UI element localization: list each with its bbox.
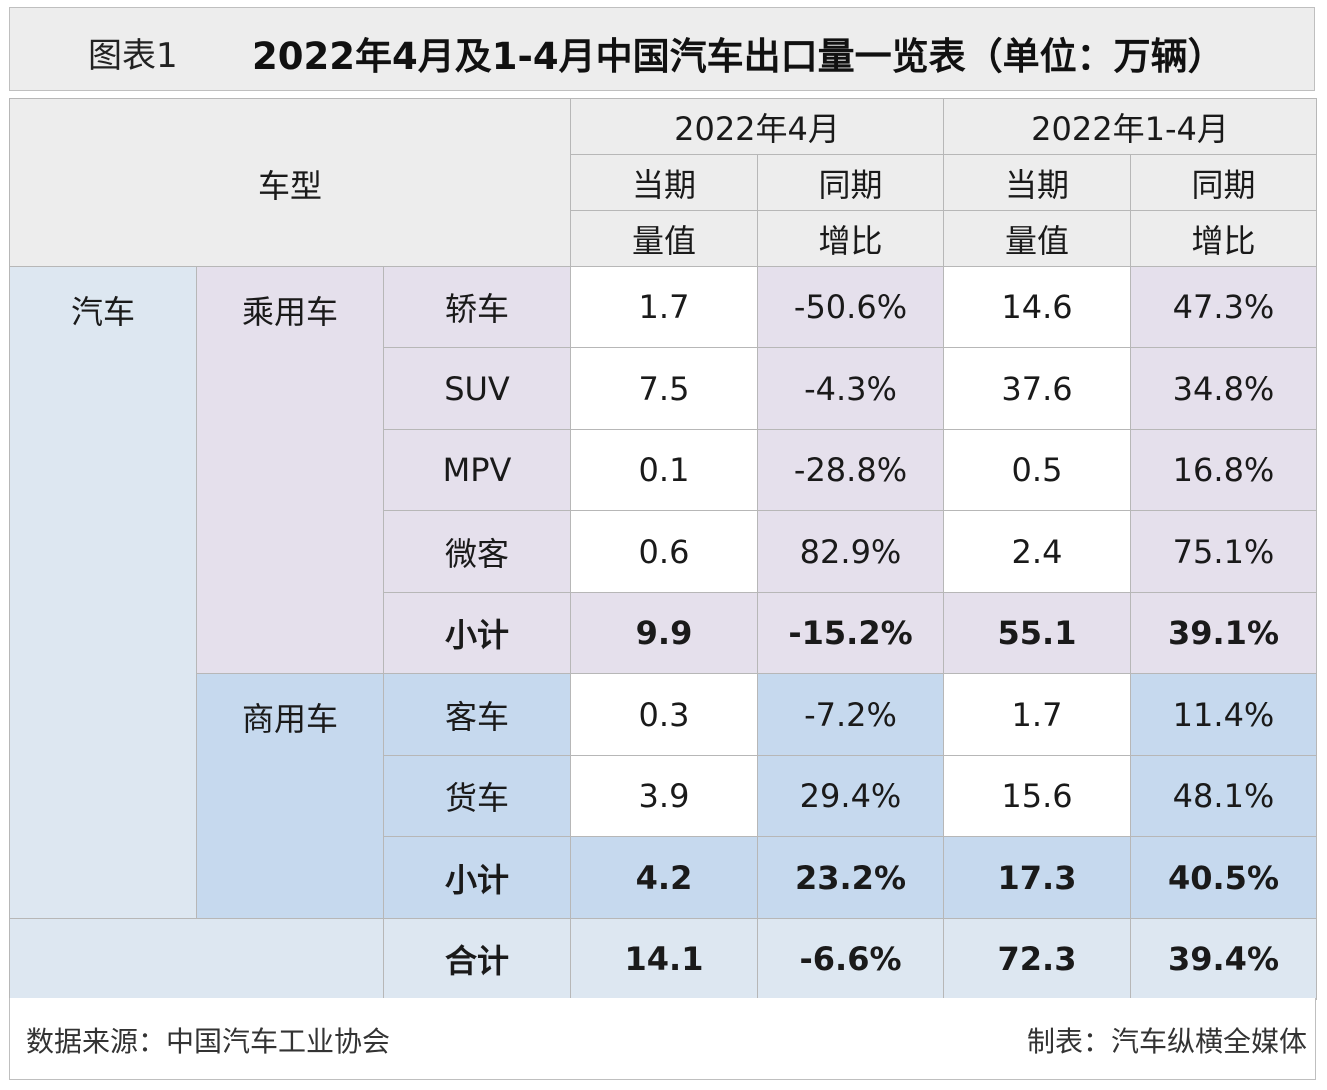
table-maker: 制表：汽车纵横全媒体 (1026, 1025, 1307, 1058)
row-label: SUV (383, 347, 571, 430)
header-apr-yoy-line1: 同期 (757, 154, 944, 211)
table-row-subtotal: 小计 4.2 23.2% 17.3 40.5% (10, 836, 1317, 919)
figure-number: 图表1 (88, 36, 178, 76)
ytd-value: 0.5 (943, 429, 1131, 511)
header-period-april: 2022年4月 (570, 98, 944, 155)
apr-yoy: -15.2% (757, 592, 944, 674)
table-row-subtotal: 小计 9.9 -15.2% 55.1 39.1% (10, 592, 1317, 674)
header-ytd-yoy-line2: 增比 (1130, 210, 1317, 267)
ytd-value: 55.1 (943, 592, 1131, 674)
category-commercial: 商用车 (196, 673, 384, 919)
apr-yoy: -7.2% (757, 673, 944, 756)
ytd-value: 1.7 (943, 673, 1131, 756)
header-apr-yoy-line2: 增比 (757, 210, 944, 267)
header-vehicle-type: 车型 (9, 98, 571, 267)
header-ytd-yoy-line1: 同期 (1130, 154, 1317, 211)
apr-yoy: -28.8% (757, 429, 944, 511)
apr-value: 0.6 (570, 510, 758, 593)
header-period-jan-apr: 2022年1-4月 (943, 98, 1317, 155)
row-label: 小计 (383, 592, 571, 674)
ytd-yoy: 40.5% (1130, 836, 1317, 919)
apr-yoy: -4.3% (757, 347, 944, 430)
title-bar: 图表1 2022年4月及1-4月中国汽车出口量一览表（单位：万辆） (9, 7, 1315, 91)
ytd-yoy: 39.1% (1130, 592, 1317, 674)
ytd-yoy: 34.8% (1130, 347, 1317, 430)
table-row: 商用车 客车 0.3 -7.2% 1.7 11.4% (10, 673, 1317, 919)
apr-yoy: 23.2% (757, 836, 944, 919)
row-label: 小计 (383, 836, 571, 919)
apr-value: 1.7 (570, 266, 758, 348)
ytd-yoy: 11.4% (1130, 673, 1317, 756)
ytd-yoy: 39.4% (1130, 918, 1317, 1000)
apr-yoy: 82.9% (757, 510, 944, 593)
apr-yoy: 29.4% (757, 755, 944, 837)
ytd-yoy: 75.1% (1130, 510, 1317, 593)
row-label: MPV (383, 429, 571, 511)
table-row-total: 合计 14.1 -6.6% 72.3 39.4% (9, 918, 1317, 1000)
apr-value: 4.2 (570, 836, 758, 919)
export-data-table: 车型 2022年4月 2022年1-4月 当期 同期 当期 同期 量值 增比 量… (9, 98, 1317, 1000)
table-row: 货车 3.9 29.4% 15.6 48.1% (10, 755, 1317, 837)
header-ytd-current-line1: 当期 (943, 154, 1131, 211)
table-title: 2022年4月及1-4月中国汽车出口量一览表（单位：万辆） (252, 35, 1225, 78)
ytd-value: 14.6 (943, 266, 1131, 348)
row-label: 货车 (383, 755, 571, 837)
ytd-value: 37.6 (943, 347, 1131, 430)
apr-value: 9.9 (570, 592, 758, 674)
row-label: 客车 (383, 673, 571, 756)
category-auto: 汽车 (9, 266, 197, 919)
ytd-yoy: 16.8% (1130, 429, 1317, 511)
row-label: 微客 (383, 510, 571, 593)
total-spacer (9, 918, 384, 1000)
apr-yoy: -50.6% (757, 266, 944, 348)
header-apr-current-line2: 量值 (570, 210, 758, 267)
apr-value: 3.9 (570, 755, 758, 837)
apr-value: 14.1 (570, 918, 758, 1000)
table-row: 汽车 乘用车 轿车 1.7 -50.6% 14.6 47.3% (9, 266, 1317, 919)
ytd-value: 15.6 (943, 755, 1131, 837)
category-passenger: 乘用车 (196, 266, 384, 674)
row-label: 合计 (383, 918, 571, 1000)
table-row: SUV 7.5 -4.3% 37.6 34.8% (10, 347, 1317, 430)
ytd-value: 2.4 (943, 510, 1131, 593)
apr-value: 0.1 (570, 429, 758, 511)
apr-value: 0.3 (570, 673, 758, 756)
ytd-yoy: 47.3% (1130, 266, 1317, 348)
table-row: MPV 0.1 -28.8% 0.5 16.8% (10, 429, 1317, 511)
header-apr-current-line1: 当期 (570, 154, 758, 211)
ytd-yoy: 48.1% (1130, 755, 1317, 837)
apr-yoy: -6.6% (757, 918, 944, 1000)
data-source: 数据来源：中国汽车工业协会 (26, 1025, 391, 1058)
footer: 数据来源：中国汽车工业协会 制表：汽车纵横全媒体 (9, 998, 1316, 1080)
row-label: 轿车 (383, 266, 571, 348)
ytd-value: 72.3 (943, 918, 1131, 1000)
ytd-value: 17.3 (943, 836, 1131, 919)
header-ytd-current-line2: 量值 (943, 210, 1131, 267)
apr-value: 7.5 (570, 347, 758, 430)
